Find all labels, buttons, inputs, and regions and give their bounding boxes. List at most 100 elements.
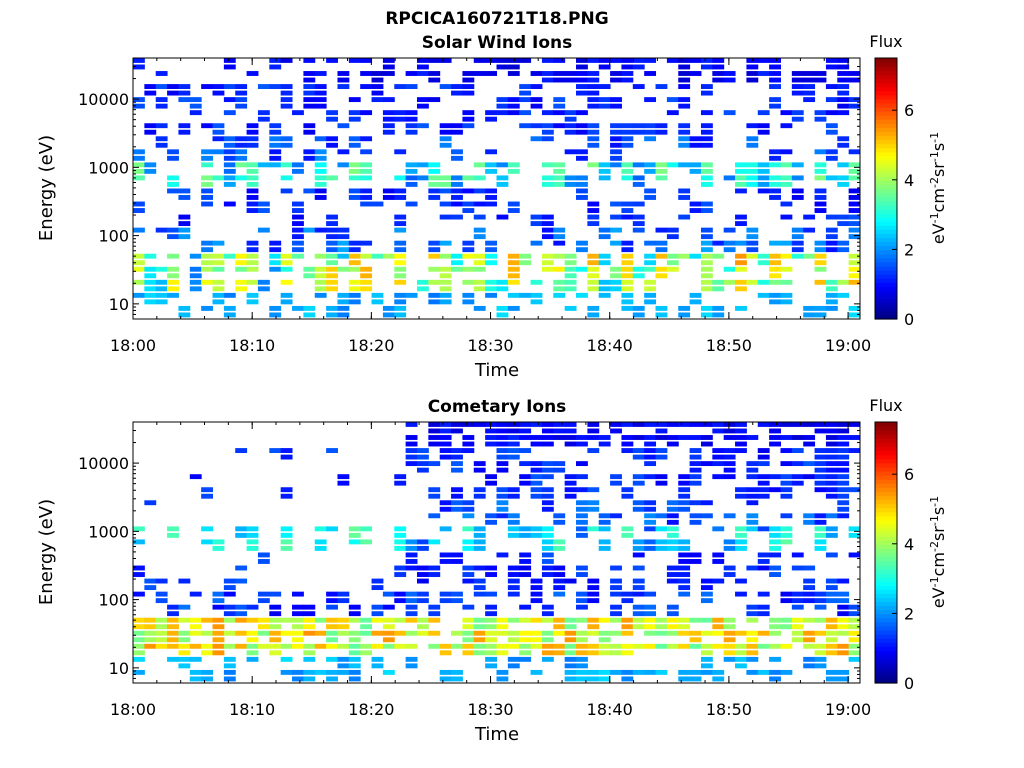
heatmap-cell [507,168,520,174]
heatmap-cell [280,669,293,675]
heatmap-cell [167,273,179,279]
heatmap-cell [541,221,554,227]
heatmap-cell [246,195,259,200]
heatmap-cell [553,71,566,76]
heatmap-cell [394,617,407,623]
heatmap-cell [757,123,770,129]
heatmap-cell [428,279,441,285]
colorbar-swatch [875,434,897,439]
x-axis-label: Time [474,360,519,381]
heatmap-cell [348,604,361,610]
heatmap-cell [621,650,634,656]
heatmap-cell [462,240,475,246]
colorbar-swatch [875,605,897,611]
heatmap-cell [564,149,577,155]
heatmap-cell [564,71,577,76]
heatmap-cell [814,168,827,174]
heatmap-cell [712,64,725,70]
heatmap-cell [598,292,611,298]
heatmap-cell [246,260,259,266]
heatmap-cell [791,461,804,467]
heatmap-cell [814,428,827,434]
heatmap-cell [837,181,850,187]
y-tick-label: 10 [109,659,129,678]
heatmap-cell [223,136,236,142]
heatmap-cell [303,266,316,272]
colorbar-swatch [875,143,897,149]
heatmap-cell [473,260,486,266]
heatmap-cell [257,624,270,630]
heatmap-cell [712,286,725,292]
heatmap-cell [451,188,463,194]
heatmap-cell [700,461,713,467]
heatmap-cell [246,604,259,610]
heatmap-cell [632,58,645,63]
heatmap-cell [519,559,532,564]
heatmap-cell [348,247,361,253]
heatmap-cell [598,286,611,292]
heatmap-cell [280,142,293,148]
heatmap-cell [757,552,770,558]
heatmap-cell [405,454,418,460]
heatmap-cell [337,630,350,636]
heatmap-cell [757,643,770,649]
heatmap-cell [553,97,566,103]
heatmap-cell [689,168,702,174]
heatmap-cell [689,422,702,427]
y-tick-label: 100 [98,591,129,610]
heatmap-cell [394,149,407,155]
heatmap-cell [167,234,179,240]
heatmap-cell [621,448,634,453]
heatmap-cell [530,467,543,473]
heatmap-cell [133,539,145,545]
heatmap-cell [848,77,861,83]
heatmap-cell [133,97,145,103]
colorbar-swatch [875,646,897,651]
heatmap-cell [167,279,179,285]
heatmap-cell [610,142,622,148]
colorbar-swatch [875,310,897,316]
heatmap-cell [394,266,407,272]
heatmap-cell [837,617,850,623]
heatmap-cell [382,253,395,259]
heatmap-cell [746,162,759,168]
heatmap-cell [405,611,418,617]
colorbar-units: eV-1cm-2sr-1s-1 [928,496,948,608]
colorbar-tick-label: 0 [904,674,914,693]
heatmap-cell [712,422,725,427]
heatmap-cell [632,129,645,135]
heatmap-cell [587,487,600,493]
heatmap-cell [144,624,157,630]
heatmap-cell [735,181,747,187]
heatmap-cell [394,110,407,116]
colorbar-swatch [875,581,897,586]
heatmap-cell [439,84,452,89]
heatmap-cell [167,175,179,181]
heatmap-cell [780,279,793,285]
heatmap-cell [428,299,441,305]
heatmap-cell [757,188,770,194]
colorbar-swatch [875,200,897,206]
heatmap-cell [314,273,327,279]
heatmap-cell [610,129,622,135]
heatmap-cell [689,58,702,63]
heatmap-cell [814,656,827,662]
heatmap-cell [621,422,634,427]
heatmap-cell [439,643,452,649]
heatmap-cell [598,64,611,70]
heatmap-cell [451,487,463,493]
heatmap-cell [178,227,191,233]
heatmap-cell [178,234,191,240]
heatmap-cell [666,572,679,577]
heatmap-cell [201,617,214,623]
colorbar-swatch [875,507,897,513]
heatmap-cell [473,467,486,473]
heatmap-cell [780,214,793,220]
heatmap-cell [257,643,270,649]
colorbar-swatch [875,245,897,251]
heatmap-cell [541,110,554,116]
colorbar-swatch [875,192,897,198]
heatmap-cell [326,116,338,122]
heatmap-cell [337,669,350,675]
